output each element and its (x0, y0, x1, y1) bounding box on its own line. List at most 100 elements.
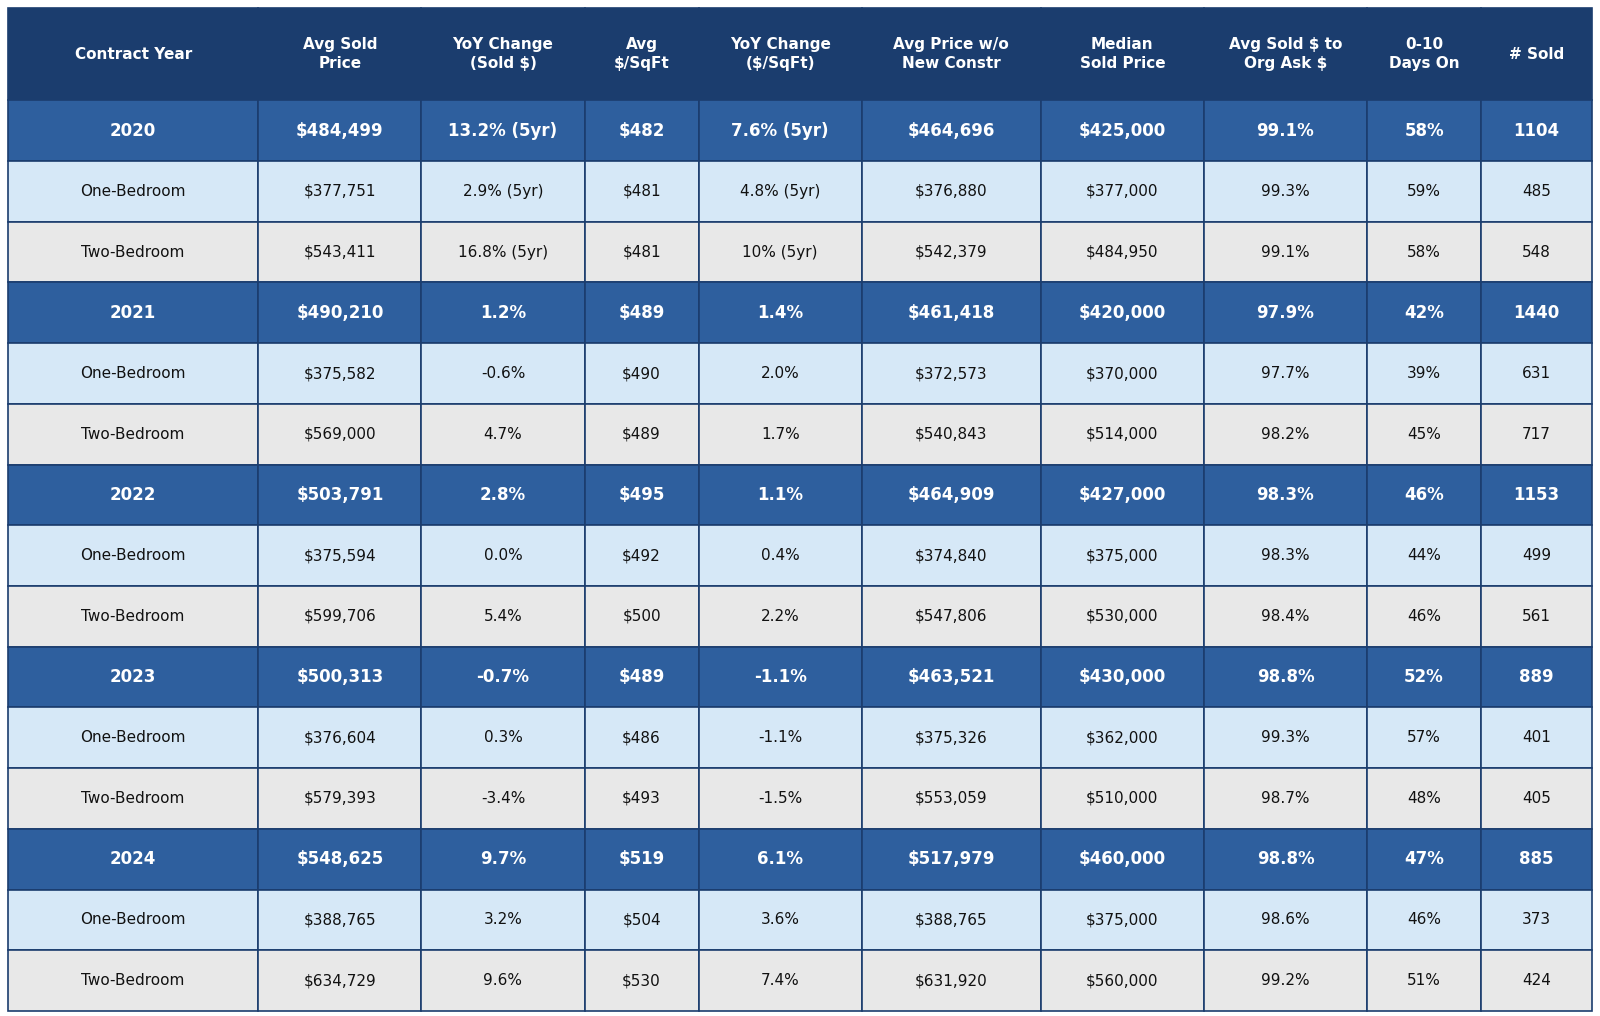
Bar (1482, 707, 1592, 768)
Text: 45%: 45% (1406, 427, 1442, 442)
Text: $490,210: $490,210 (296, 304, 384, 322)
Bar (1040, 768, 1203, 829)
Bar (1040, 829, 1203, 890)
Bar (1366, 343, 1482, 404)
Text: 99.2%: 99.2% (1261, 973, 1310, 989)
Bar (1482, 282, 1592, 343)
Bar (1366, 221, 1482, 282)
Bar (584, 282, 699, 343)
Text: $362,000: $362,000 (1086, 731, 1158, 746)
Text: 98.4%: 98.4% (1261, 609, 1310, 624)
Bar (699, 282, 862, 343)
Bar (1366, 282, 1482, 343)
Text: $547,806: $547,806 (915, 609, 987, 624)
Bar (1482, 162, 1592, 221)
Text: $489: $489 (619, 669, 664, 686)
Bar (421, 8, 584, 101)
Bar (699, 464, 862, 525)
Text: 9.7%: 9.7% (480, 850, 526, 868)
Bar (862, 707, 1040, 768)
Bar (421, 343, 584, 404)
Text: 0.3%: 0.3% (483, 731, 523, 746)
Bar (1366, 525, 1482, 586)
Text: 99.1%: 99.1% (1256, 122, 1314, 140)
Text: 631: 631 (1522, 366, 1550, 381)
Bar (584, 586, 699, 647)
Bar (1482, 950, 1592, 1011)
Text: 52%: 52% (1405, 669, 1443, 686)
Bar (699, 950, 862, 1011)
Bar (8, 343, 258, 404)
Text: One-Bedroom: One-Bedroom (80, 912, 186, 928)
Text: $560,000: $560,000 (1086, 973, 1158, 989)
Text: $489: $489 (619, 304, 664, 322)
Text: $548,625: $548,625 (296, 850, 384, 868)
Bar (8, 404, 258, 464)
Text: 58%: 58% (1405, 122, 1443, 140)
Bar (1482, 647, 1592, 707)
Bar (1203, 464, 1366, 525)
Text: $543,411: $543,411 (304, 245, 376, 260)
Text: 98.2%: 98.2% (1261, 427, 1310, 442)
Text: 0.0%: 0.0% (483, 549, 522, 563)
Text: 59%: 59% (1406, 184, 1442, 199)
Bar (1482, 829, 1592, 890)
Text: 0-10
Days On: 0-10 Days On (1389, 38, 1459, 71)
Text: 7.6% (5yr): 7.6% (5yr) (731, 122, 829, 140)
Text: 717: 717 (1522, 427, 1550, 442)
Text: 2.9% (5yr): 2.9% (5yr) (462, 184, 544, 199)
Text: 9.6%: 9.6% (483, 973, 523, 989)
Bar (584, 768, 699, 829)
Text: -1.5%: -1.5% (758, 791, 802, 806)
Text: $484,499: $484,499 (296, 122, 384, 140)
Text: $482: $482 (619, 122, 664, 140)
Text: Two-Bedroom: Two-Bedroom (82, 973, 186, 989)
Bar (1482, 8, 1592, 101)
Bar (1203, 829, 1366, 890)
Text: 42%: 42% (1405, 304, 1445, 322)
Bar (699, 404, 862, 464)
Text: 58%: 58% (1406, 245, 1442, 260)
Bar (258, 707, 421, 768)
Bar (584, 647, 699, 707)
Bar (258, 221, 421, 282)
Bar (421, 647, 584, 707)
Bar (258, 282, 421, 343)
Bar (421, 525, 584, 586)
Text: 561: 561 (1522, 609, 1550, 624)
Bar (584, 950, 699, 1011)
Text: $481: $481 (622, 184, 661, 199)
Text: $463,521: $463,521 (907, 669, 995, 686)
Text: $460,000: $460,000 (1078, 850, 1166, 868)
Text: 0.4%: 0.4% (762, 549, 800, 563)
Bar (862, 464, 1040, 525)
Text: $425,000: $425,000 (1078, 122, 1166, 140)
Bar (258, 525, 421, 586)
Bar (8, 707, 258, 768)
Text: $514,000: $514,000 (1086, 427, 1158, 442)
Text: 98.3%: 98.3% (1261, 549, 1310, 563)
Bar (584, 525, 699, 586)
Text: $374,840: $374,840 (915, 549, 987, 563)
Bar (1203, 647, 1366, 707)
Text: $530,000: $530,000 (1086, 609, 1158, 624)
Text: 5.4%: 5.4% (483, 609, 522, 624)
Bar (1366, 162, 1482, 221)
Text: 2020: 2020 (110, 122, 157, 140)
Text: 13.2% (5yr): 13.2% (5yr) (448, 122, 557, 140)
Bar (421, 707, 584, 768)
Bar (1366, 586, 1482, 647)
Bar (862, 343, 1040, 404)
Text: 16.8% (5yr): 16.8% (5yr) (458, 245, 549, 260)
Text: 485: 485 (1522, 184, 1550, 199)
Bar (699, 343, 862, 404)
Text: 48%: 48% (1406, 791, 1442, 806)
Bar (421, 404, 584, 464)
Bar (1482, 464, 1592, 525)
Text: $370,000: $370,000 (1086, 366, 1158, 381)
Bar (1482, 890, 1592, 950)
Text: $376,880: $376,880 (915, 184, 987, 199)
Text: $634,729: $634,729 (304, 973, 376, 989)
Bar (8, 586, 258, 647)
Text: $375,000: $375,000 (1086, 549, 1158, 563)
